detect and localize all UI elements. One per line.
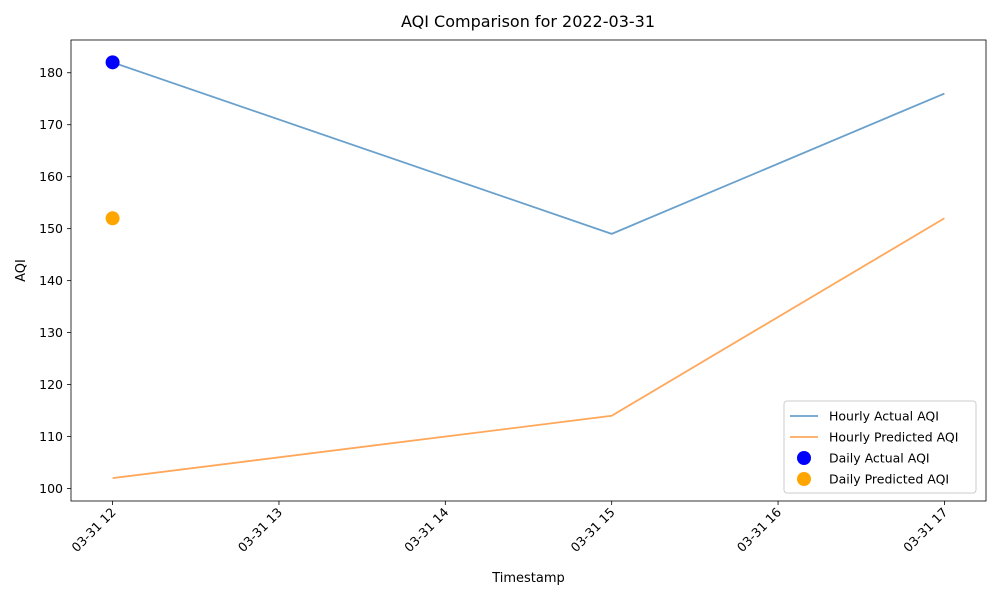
y-tick-label: 130 <box>39 325 63 340</box>
plot-area <box>105 55 945 480</box>
x-axis-label: Timestamp <box>491 571 565 586</box>
y-axis-label: AQI <box>14 259 29 282</box>
legend-label: Daily Predicted AQI <box>829 472 949 487</box>
legend-marker-swatch <box>797 451 811 465</box>
scatter-point-daily-predicted <box>105 211 120 226</box>
x-axis: 03-31 12 03-31 13 03-31 14 03-31 15 03-31 16… <box>68 501 951 555</box>
y-tick-label: 160 <box>39 169 63 184</box>
legend-label: Daily Actual AQI <box>829 451 930 466</box>
legend-marker-swatch <box>797 472 811 486</box>
y-tick-label: 140 <box>39 273 63 288</box>
legend-label: Hourly Predicted AQI <box>829 430 958 445</box>
y-tick-label: 110 <box>39 429 63 444</box>
x-tick-label: 03-31 13 <box>235 505 285 555</box>
x-tick-label: 03-31 14 <box>401 504 451 554</box>
series-line-hourly-predicted <box>112 217 945 480</box>
legend: Hourly Actual AQI Hourly Predicted AQI Dai… <box>783 400 977 494</box>
x-tick-label: 03-31 16 <box>734 504 784 554</box>
axes-frame <box>70 39 987 502</box>
scatter-point-daily-actual <box>105 55 120 70</box>
chart-title: AQI Comparison for 2022-03-31 <box>401 12 655 31</box>
legend-label: Hourly Actual AQI <box>829 409 939 424</box>
legend-box <box>783 400 977 494</box>
y-axis: 100 110 120 130 140 150 160 170 180 <box>39 65 71 496</box>
y-tick-label: 170 <box>39 117 63 132</box>
x-tick-label: 03-31 17 <box>900 505 950 555</box>
y-tick-label: 150 <box>39 221 63 236</box>
y-tick-label: 100 <box>39 481 63 496</box>
x-tick-label: 03-31 12 <box>68 505 118 555</box>
series-line-hourly-actual <box>112 61 945 235</box>
x-tick-label: 03-31 15 <box>567 505 617 555</box>
y-tick-label: 180 <box>39 65 63 80</box>
y-tick-label: 120 <box>39 377 63 392</box>
